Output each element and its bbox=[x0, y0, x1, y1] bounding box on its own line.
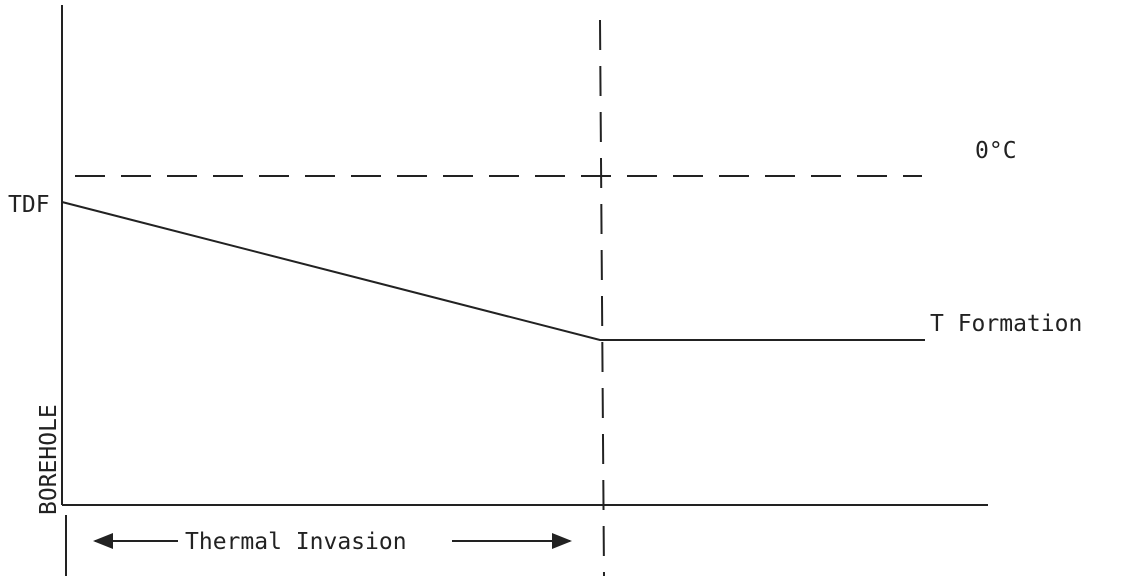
thermal-invasion-label: Thermal Invasion bbox=[185, 529, 407, 555]
tdf-label: TDF bbox=[8, 192, 50, 218]
invasion-boundary bbox=[599, 19, 605, 576]
t-formation-label: T Formation bbox=[930, 311, 1082, 337]
borehole-label: BOREHOLE bbox=[36, 404, 62, 515]
zero-c-label: 0°C bbox=[975, 138, 1017, 164]
temperature-profile bbox=[61, 201, 925, 341]
